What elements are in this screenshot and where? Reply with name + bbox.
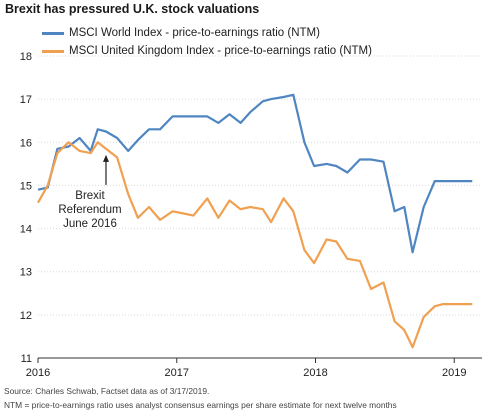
legend-label-uk: MSCI United Kingdom Index - price-to-ear… — [69, 45, 372, 57]
series-line-0 — [37, 93, 473, 254]
y-tick-label-14: 14 — [20, 224, 32, 236]
annotations: Brexit Referendum June 2016 — [58, 154, 122, 230]
y-tick-label-17: 17 — [20, 94, 32, 106]
annotation-text-0-1: Referendum — [58, 204, 121, 216]
x-tick-label-2016: 2016 — [26, 367, 50, 379]
y-tick-label-11: 11 — [21, 353, 32, 365]
legend: MSCI World Index - price-to-earnings rat… — [42, 24, 372, 60]
legend-swatch-uk — [42, 49, 64, 53]
chart-title: Brexit has pressured U.K. stock valuatio… — [5, 2, 260, 16]
annotation-text-0-0: Brexit — [75, 190, 105, 202]
legend-label-world: MSCI World Index - price-to-earnings rat… — [69, 27, 320, 39]
x-axis — [37, 357, 482, 363]
y-tick-label-12: 12 — [20, 310, 32, 322]
y-tick-label-16: 16 — [20, 137, 32, 149]
x-tick-label-2019: 2019 — [442, 367, 466, 379]
series-lines — [37, 93, 473, 349]
annotation-text-0-2: June 2016 — [63, 218, 117, 230]
y-tick-label-18: 18 — [20, 51, 32, 63]
y-axis: 11 12 13 14 15 16 17 18 — [20, 51, 32, 365]
y-tick-label-13: 13 — [20, 267, 32, 279]
x-tick-label-2017: 2017 — [165, 367, 189, 379]
legend-swatch-world — [42, 31, 64, 35]
footnote: NTM = price-to-earnings ratio uses analy… — [4, 400, 397, 410]
legend-item-uk: MSCI United Kingdom Index - price-to-ear… — [42, 42, 372, 60]
legend-item-world: MSCI World Index - price-to-earnings rat… — [42, 24, 372, 42]
y-tick-label-15: 15 — [20, 180, 32, 192]
series-line-1 — [37, 141, 473, 349]
annotation-arrow-head-0 — [102, 154, 109, 162]
gridlines — [38, 55, 482, 316]
x-tick-label-2018: 2018 — [303, 367, 327, 379]
x-tick-labels: 2016 2017 2018 2019 — [26, 367, 467, 379]
source-note: Source: Charles Schwab, Factset data as … — [4, 386, 210, 396]
